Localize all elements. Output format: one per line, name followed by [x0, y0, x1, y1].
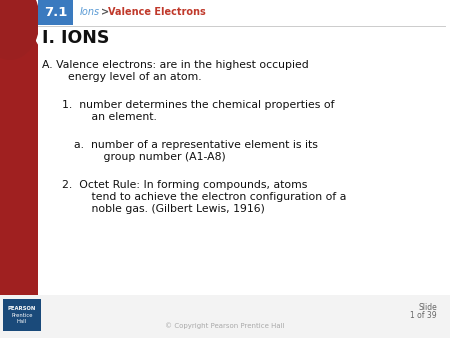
- Text: 7.1: 7.1: [44, 6, 67, 19]
- Text: tend to achieve the electron configuration of a: tend to achieve the electron configurati…: [74, 192, 346, 202]
- Text: >: >: [101, 7, 109, 17]
- Text: noble gas. (Gilbert Lewis, 1916): noble gas. (Gilbert Lewis, 1916): [74, 204, 265, 214]
- Text: © Copyright Pearson Prentice Hall: © Copyright Pearson Prentice Hall: [165, 323, 285, 329]
- Text: 2.  Octet Rule: In forming compounds, atoms: 2. Octet Rule: In forming compounds, ato…: [62, 180, 307, 190]
- Text: 1 of 39: 1 of 39: [410, 311, 437, 320]
- Ellipse shape: [300, 260, 450, 338]
- Text: energy level of an atom.: energy level of an atom.: [54, 72, 202, 82]
- Ellipse shape: [300, 290, 450, 338]
- Bar: [0, 295, 450, 338]
- Bar: [0, 295, 450, 338]
- FancyBboxPatch shape: [38, 0, 450, 295]
- Text: Prentice: Prentice: [11, 313, 33, 318]
- Text: A. Valence electrons: are in the highest occupied: A. Valence electrons: are in the highest…: [42, 60, 309, 70]
- Ellipse shape: [380, 250, 450, 330]
- Ellipse shape: [0, 0, 40, 60]
- FancyBboxPatch shape: [38, 0, 73, 25]
- Text: Hall: Hall: [17, 319, 27, 324]
- Text: Slide: Slide: [418, 303, 437, 312]
- Text: PEARSON: PEARSON: [8, 306, 36, 311]
- Text: Ions: Ions: [80, 7, 100, 17]
- Ellipse shape: [0, 0, 50, 320]
- Text: Valence Electrons: Valence Electrons: [108, 7, 206, 17]
- Text: group number (A1-A8): group number (A1-A8): [86, 152, 226, 162]
- Text: a.  number of a representative element is its: a. number of a representative element is…: [74, 140, 318, 150]
- Text: I. IONS: I. IONS: [42, 29, 109, 47]
- Text: an element.: an element.: [74, 112, 157, 122]
- Ellipse shape: [0, 30, 63, 310]
- Text: 1.  number determines the chemical properties of: 1. number determines the chemical proper…: [62, 100, 334, 110]
- FancyBboxPatch shape: [3, 299, 41, 331]
